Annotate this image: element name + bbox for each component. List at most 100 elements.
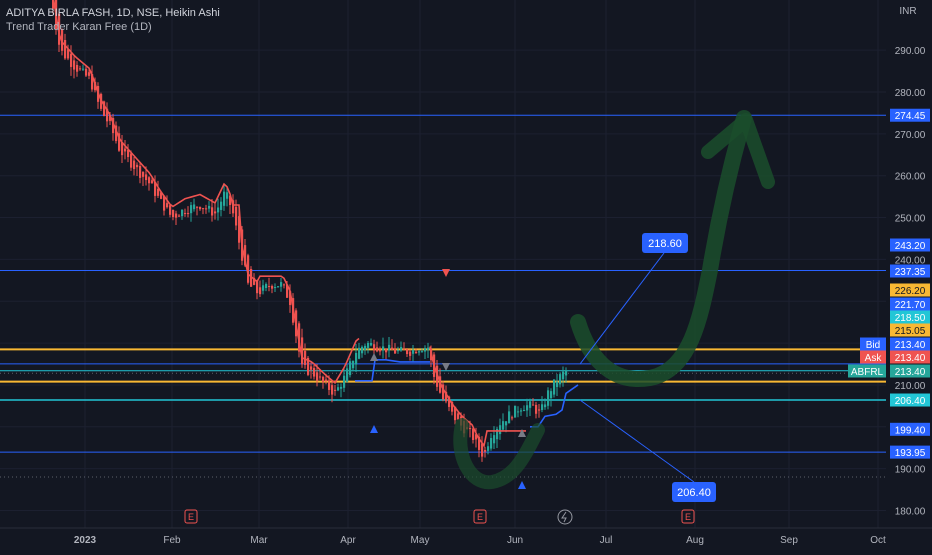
projection-arrowhead[interactable]: [701, 113, 775, 189]
callout-line[interactable]: [579, 399, 695, 483]
price-tag-name[interactable]: [860, 350, 886, 364]
candle-body: [565, 370, 568, 376]
y-tick-label: 210.00: [895, 381, 926, 392]
chart-legend: ADITYA BIRLA FASH, 1D, NSE, Heikin Ashi …: [6, 6, 220, 34]
candle-body: [457, 413, 460, 420]
price-tag-name[interactable]: [848, 364, 886, 378]
candle-body: [199, 207, 202, 210]
price-tag[interactable]: [890, 283, 930, 297]
candle-body: [376, 347, 379, 352]
candle-body: [304, 350, 307, 365]
candle-body: [106, 108, 109, 122]
candle-body: [283, 284, 286, 286]
trend-line-red: [52, 0, 360, 385]
symbol-title[interactable]: ADITYA BIRLA FASH, 1D, NSE, Heikin Ashi: [6, 7, 220, 19]
candle-body: [223, 191, 226, 206]
sell-signal-icon[interactable]: [442, 269, 450, 277]
buy-signal-icon[interactable]: [370, 353, 378, 361]
candle-body: [112, 117, 115, 134]
callout-box[interactable]: [672, 482, 716, 502]
callout-box[interactable]: [642, 233, 688, 253]
earnings-marker-icon[interactable]: [473, 509, 487, 524]
price-tag-label: 193.95: [895, 448, 926, 459]
buy-signal-icon[interactable]: [518, 429, 526, 437]
candle-body: [190, 205, 193, 214]
candle-body: [352, 360, 355, 369]
price-tag[interactable]: [890, 323, 930, 337]
candle-body: [109, 115, 112, 121]
candle-body: [73, 60, 76, 70]
candle-body: [379, 349, 382, 352]
price-tag-label: 213.40: [895, 340, 926, 351]
candle-body: [340, 386, 343, 389]
candle-body: [400, 346, 403, 351]
candle-body: [445, 391, 448, 402]
projection-curve[interactable]: [453, 418, 545, 490]
price-axis[interactable]: [888, 0, 932, 528]
candle-body: [556, 381, 559, 387]
projection-arrow[interactable]: [570, 110, 752, 387]
y-tick-label: 180.00: [895, 507, 926, 518]
dividend-marker-icon[interactable]: [557, 509, 573, 525]
candle-body: [448, 396, 451, 407]
price-tag[interactable]: [890, 297, 930, 311]
candle-body: [403, 348, 406, 350]
candle-body: [277, 286, 280, 288]
candle-body: [334, 389, 337, 391]
candle-body: [517, 411, 520, 413]
price-tag[interactable]: [890, 310, 930, 324]
candle-body: [121, 141, 124, 156]
candle-body: [472, 428, 475, 440]
price-tag[interactable]: [890, 364, 930, 378]
earnings-marker-letter: E: [477, 512, 483, 522]
x-tick-label: May: [411, 535, 430, 546]
trend-line-red: [429, 346, 526, 448]
candle-body: [331, 385, 334, 395]
candle-body: [496, 428, 499, 440]
candle-body: [151, 180, 154, 184]
candle-body: [553, 379, 556, 395]
indicator-title[interactable]: Trend Trader Karan Free (1D): [6, 21, 152, 33]
x-tick-label: Sep: [780, 535, 798, 546]
x-tick-label: Oct: [870, 535, 886, 546]
x-tick-label: Feb: [163, 535, 181, 546]
price-tag[interactable]: [890, 422, 930, 436]
price-tag[interactable]: [890, 238, 930, 252]
price-tag-label: 199.40: [895, 425, 926, 436]
price-tag[interactable]: [890, 337, 930, 351]
price-tag[interactable]: [890, 264, 930, 278]
candle-body: [91, 74, 94, 90]
price-tag-label: 215.05: [895, 326, 926, 337]
candle-body: [70, 53, 73, 67]
price-tag[interactable]: [890, 445, 930, 459]
earnings-marker-icon[interactable]: [681, 509, 695, 524]
candle-body: [313, 368, 316, 377]
price-tag-name[interactable]: [860, 337, 886, 351]
candle-body: [196, 206, 199, 208]
candle-body: [148, 177, 151, 184]
candle-body: [520, 410, 523, 412]
candle-body: [268, 285, 271, 287]
candle-body: [469, 428, 472, 430]
candle-body: [133, 160, 136, 170]
candle-body: [160, 192, 163, 199]
callout-line[interactable]: [579, 252, 665, 365]
candle-body: [415, 351, 418, 354]
candle-body: [544, 404, 547, 408]
price-tag[interactable]: [890, 350, 930, 364]
candle-body: [244, 245, 247, 266]
price-tag-name-label: ABFRL: [851, 367, 884, 378]
buy-signal-icon[interactable]: [518, 481, 526, 489]
sell-signal-icon[interactable]: [442, 363, 450, 371]
candle-body: [187, 213, 190, 215]
price-tag-label: 237.35: [895, 267, 926, 278]
candle-body: [454, 406, 457, 421]
candle-body: [508, 411, 511, 424]
price-tag[interactable]: [890, 393, 930, 407]
price-tag[interactable]: [890, 108, 930, 122]
earnings-marker-icon[interactable]: [184, 509, 198, 524]
buy-signal-icon[interactable]: [370, 425, 378, 433]
candle-body: [427, 347, 430, 350]
